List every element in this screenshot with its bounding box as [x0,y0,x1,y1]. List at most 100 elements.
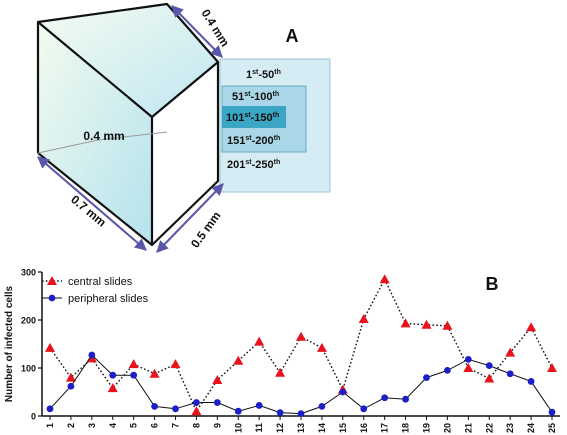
data-point-peripheral [318,403,326,410]
data-point-central [296,331,306,341]
x-tick-label: 9 [212,423,222,428]
slice-range-label: 1st-50th [246,69,281,81]
x-tick-label: 22 [484,423,494,433]
x-tick-label: 14 [317,423,327,433]
dimension-label-top: 0.4 mm [198,7,232,49]
panel-a: 0.4 mm 0.4 mm 0.7 mm 0.5 mm A 1st-50th 5… [36,2,331,253]
data-point-central [149,368,160,378]
data-point-central [212,375,223,384]
data-point-central [400,318,411,328]
x-tick-label: 21 [463,423,473,433]
data-point-peripheral [46,405,54,413]
data-point-peripheral [402,395,409,403]
x-tick-label: 23 [505,423,515,433]
x-tick-label: 3 [87,423,97,428]
panel-letter-b: B [486,274,499,294]
data-point-central [484,373,495,383]
data-point-peripheral [67,382,75,390]
y-tick-label: 0 [31,412,36,422]
data-point-peripheral [464,355,472,363]
data-point-central [254,336,265,346]
slice-box-inner [222,106,286,128]
y-tick-label: 100 [21,364,36,374]
x-tick-label: 24 [526,423,536,433]
data-point-peripheral [506,370,514,378]
legend-label-central: central slides [68,276,133,288]
data-point-peripheral [130,371,138,379]
dimension-arrow-top [171,5,223,58]
data-point-peripheral [172,405,179,413]
x-tick-label: 18 [401,423,411,433]
data-point-central [442,320,453,330]
dimension-arrow-right [156,183,224,253]
legend-marker-central [47,276,57,285]
data-point-central [421,319,432,329]
data-point-peripheral [234,407,242,415]
data-point-central [547,363,557,372]
x-tick-label: 10 [233,423,243,433]
data-point-peripheral [485,362,493,369]
data-point-central [316,342,327,352]
x-tick-label: 4 [108,423,118,428]
data-point-central [128,359,139,369]
data-point-central [107,383,118,393]
slice-range-label: 101st-150th [226,112,279,124]
cube-hidden-edge [37,139,99,154]
series-line-peripheral [49,354,553,415]
data-point-peripheral [381,394,389,402]
data-point-central [275,367,286,377]
x-tick-label: 6 [150,423,160,428]
slice-range-labels: 1st-50th 51st-100th 101st-150th 151st-20… [226,69,281,171]
x-tick-label: 16 [359,423,369,433]
cube-block [36,2,220,247]
x-tick-label: 17 [380,423,390,433]
slice-range-label: 201st-250th [227,159,280,171]
data-point-peripheral [88,351,96,359]
data-point-peripheral [423,374,430,381]
data-point-central [358,314,369,324]
slice-range-label: 151st-200th [227,135,280,147]
x-tick-label: 25 [547,423,557,433]
data-point-central [379,274,390,284]
data-point-peripheral [527,378,535,385]
x-tick-label: 15 [338,423,348,433]
x-tick-label: 13 [296,423,306,433]
data-point-central [191,406,202,416]
dimension-arrow-left [37,156,147,251]
legend-label-peripheral: peripheral slides [68,293,149,305]
y-tick-label: 200 [21,316,36,326]
legend-marker-peripheral [48,294,56,302]
cube-edge-top-right [151,61,219,118]
panel-letter-a: A [286,26,299,46]
dimension-label-inner: 0.4 mm [83,129,124,143]
x-tick-label: 11 [254,423,264,433]
data-point-central [463,363,474,372]
x-tick-label: 8 [191,423,201,428]
x-tick-label: 5 [129,423,139,428]
y-axis-title: Number of infected cells [4,285,15,402]
data-point-central [65,372,76,382]
x-tick-label: 7 [171,423,181,428]
data-point-peripheral [339,388,347,396]
x-tick-label: 1 [45,423,55,428]
x-tick-label: 19 [422,423,432,433]
data-point-peripheral [276,409,284,417]
data-point-peripheral [151,403,158,410]
data-point-central [45,342,55,352]
cube-hidden-edge [97,131,168,141]
data-point-central [505,347,516,357]
slice-range-label: 51st-100th [232,91,279,103]
x-tick-label: 2 [66,423,76,428]
data-point-central [233,355,244,365]
data-point-peripheral [297,410,305,417]
y-tick-label: 300 [21,268,36,278]
data-point-central [170,359,181,369]
data-point-central [526,322,537,332]
data-point-peripheral [444,367,451,374]
data-point-peripheral [360,405,368,413]
x-tick-label: 12 [275,423,285,433]
x-tick-label: 20 [442,423,452,433]
